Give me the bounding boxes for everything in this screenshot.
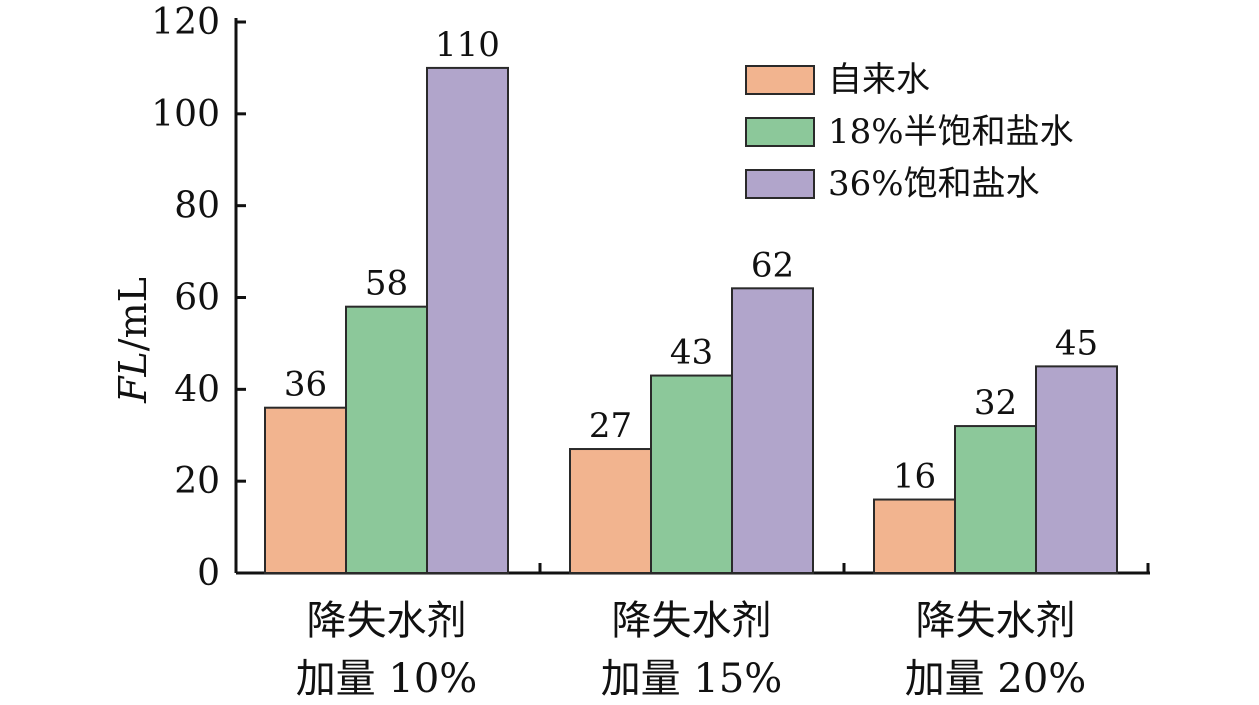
bar (954, 425, 1037, 575)
bar-value-label: 62 (751, 245, 794, 285)
legend-swatch (745, 169, 815, 199)
bar-value-label: 58 (365, 264, 408, 304)
x-category-label-line: 加量 10% (296, 656, 478, 702)
y-tick-label: 40 (174, 369, 220, 410)
x-category-label: 降失水剂加量 20% (905, 598, 1087, 702)
y-axis-title-unit: /mL (111, 277, 155, 351)
bar-value-label: 110 (435, 25, 500, 65)
y-tick-label: 100 (151, 94, 220, 135)
x-category-label-line: 加量 15% (601, 656, 783, 702)
legend-label: 36%饱和盐水 (828, 164, 1040, 204)
bar (569, 448, 652, 574)
x-category-label-line: 降失水剂 (307, 598, 467, 644)
x-category-label-line: 降失水剂 (916, 598, 1076, 644)
y-tick-label: 80 (174, 186, 220, 227)
bars: 36 58 110 降失水剂加量 10% 27 43 62 降失水剂加量 15% 16 32 45 降… (264, 25, 1118, 702)
x-category-label-line: 加量 20% (905, 656, 1087, 702)
bar (650, 374, 733, 574)
bar (1035, 365, 1118, 574)
legend-swatch (745, 117, 815, 147)
legend-label: 18%半饱和盐水 (828, 112, 1074, 152)
legend-label: 自来水 (828, 60, 930, 100)
x-category-label-line: 降失水剂 (612, 598, 772, 644)
bar (426, 66, 509, 575)
bar-value-label: 16 (893, 457, 936, 497)
bar-value-label: 36 (284, 365, 327, 405)
bar-value-label: 45 (1055, 323, 1098, 363)
bar (264, 406, 347, 575)
y-axis-title-quantity: FL (111, 351, 155, 404)
legend-swatch (745, 65, 815, 95)
x-category-label: 降失水剂加量 10% (296, 598, 478, 702)
bar (873, 498, 956, 574)
y-tick-label: 60 (174, 278, 220, 319)
bar (345, 305, 428, 574)
legend: 自来水 18%半饱和盐水 36%饱和盐水 (745, 60, 1074, 204)
y-tick-label: 20 (174, 461, 220, 502)
y-axis-title: FL/mL (111, 277, 155, 404)
x-category-label: 降失水剂加量 15% (601, 598, 783, 702)
y-tick-label: 120 (151, 2, 220, 43)
bar-value-label: 27 (589, 406, 632, 446)
bar (731, 287, 814, 574)
bar-value-label: 43 (670, 333, 713, 373)
bar-value-label: 32 (974, 383, 1017, 423)
y-tick-label: 0 (197, 553, 220, 594)
